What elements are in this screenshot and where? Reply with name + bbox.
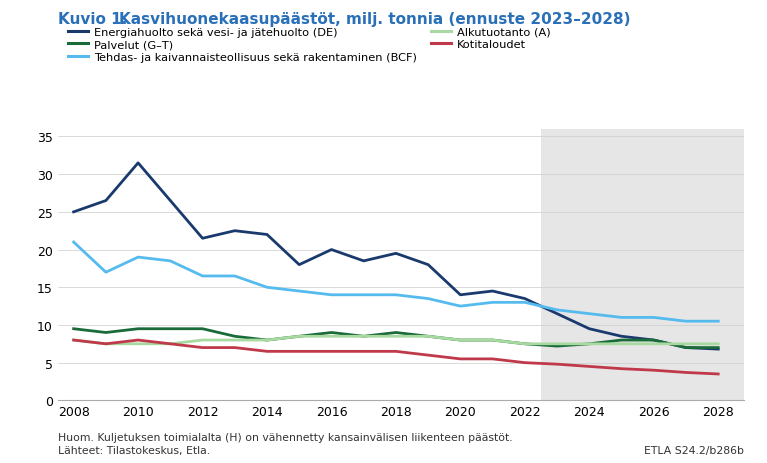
Text: Kuvio 1.: Kuvio 1. [58, 12, 127, 26]
Legend: Energiahuolto sekä vesi- ja jätehuolto (DE), Palvelut (G–T), Tehdas- ja kaivanna: Energiahuolto sekä vesi- ja jätehuolto (… [63, 23, 555, 68]
Text: Kasvihuonekaasupäästöt, milj. tonnia (ennuste 2023–2028): Kasvihuonekaasupäästöt, milj. tonnia (en… [119, 12, 630, 26]
Bar [541, 130, 744, 400]
Text: ETLA S24.2/b286b: ETLA S24.2/b286b [644, 444, 744, 455]
Text: Huom. Kuljetuksen toimialalta (H) on vähennetty kansainvälisen liikenteen päästö: Huom. Kuljetuksen toimialalta (H) on väh… [58, 432, 512, 442]
Text: Lähteet: Tilastokeskus, Etla.: Lähteet: Tilastokeskus, Etla. [58, 444, 209, 455]
